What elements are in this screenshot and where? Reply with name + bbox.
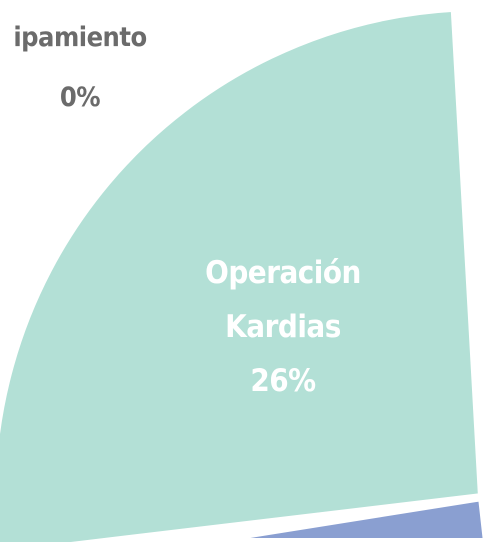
slice-label: ipamiento 0%: [0, 8, 200, 128]
slice-label: Operación Kardias 26%: [183, 246, 383, 408]
slice-percent: 26%: [250, 363, 316, 399]
slice-percent: 0%: [59, 82, 101, 113]
slice-edge: [477, 0, 487, 501]
slice-name: ipamiento: [13, 22, 147, 53]
slice: [0, 3, 487, 542]
slice-name: Operación Kardias: [205, 255, 361, 345]
